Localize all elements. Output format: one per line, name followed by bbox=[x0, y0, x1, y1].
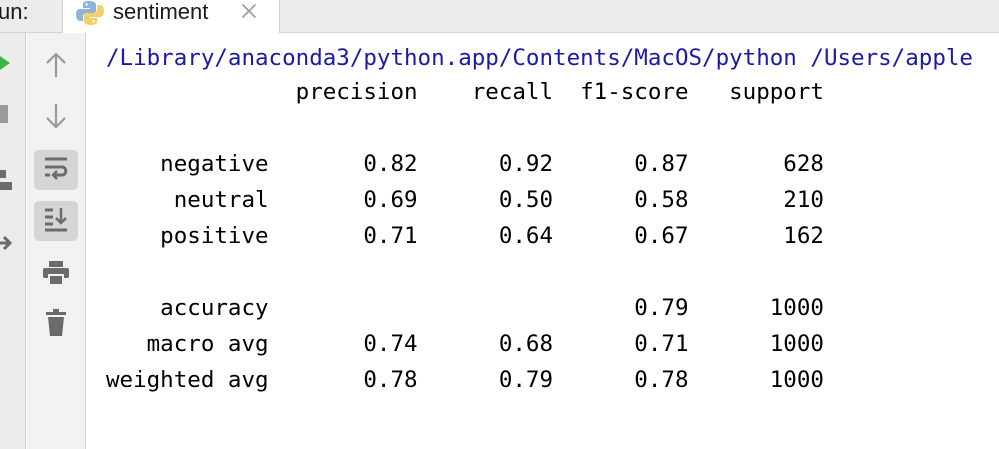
run-actions-strip bbox=[0, 33, 26, 449]
python-icon bbox=[75, 0, 105, 31]
run-label: un: bbox=[0, 0, 29, 24]
report-row-weighted-avg: weighted avg 0.78 0.79 0.78 1000 bbox=[106, 367, 824, 393]
report-row-positive: positive 0.71 0.64 0.67 162 bbox=[106, 223, 824, 249]
report-row-neutral: neutral 0.69 0.50 0.58 210 bbox=[106, 187, 824, 213]
clear-all-button[interactable] bbox=[34, 305, 78, 345]
close-icon[interactable] bbox=[239, 1, 259, 26]
console-toolbar bbox=[27, 33, 86, 449]
scroll-down-button[interactable] bbox=[34, 98, 78, 138]
run-command-line: /Library/anaconda3/python.app/Contents/M… bbox=[106, 45, 973, 71]
scroll-to-end-icon bbox=[42, 205, 70, 238]
soft-wrap-icon bbox=[42, 155, 70, 186]
arrow-up-icon bbox=[44, 51, 68, 84]
layout-icon[interactable] bbox=[0, 170, 12, 197]
report-row-negative: negative 0.82 0.92 0.87 628 bbox=[106, 151, 824, 177]
tab-sentiment[interactable]: sentiment bbox=[62, 0, 280, 33]
trash-icon bbox=[44, 308, 68, 342]
rerun-icon[interactable] bbox=[0, 55, 12, 76]
run-tab-bar: un: sentiment bbox=[0, 0, 999, 33]
report-header-line: precision recall f1-score support bbox=[106, 79, 824, 105]
step-over-icon[interactable] bbox=[0, 231, 13, 260]
report-row-macro-avg: macro avg 0.74 0.68 0.71 1000 bbox=[106, 331, 824, 357]
stop-icon[interactable] bbox=[0, 105, 10, 128]
report-row-accuracy: accuracy 0.79 1000 bbox=[106, 295, 824, 321]
printer-icon bbox=[42, 260, 70, 291]
print-button[interactable] bbox=[34, 255, 78, 295]
scroll-up-button[interactable] bbox=[34, 47, 78, 87]
scroll-to-end-button[interactable] bbox=[34, 201, 78, 241]
console-output[interactable]: /Library/anaconda3/python.app/Contents/M… bbox=[86, 33, 999, 449]
soft-wrap-button[interactable] bbox=[34, 150, 78, 190]
arrow-down-icon bbox=[44, 102, 68, 135]
tab-label: sentiment bbox=[113, 0, 209, 24]
